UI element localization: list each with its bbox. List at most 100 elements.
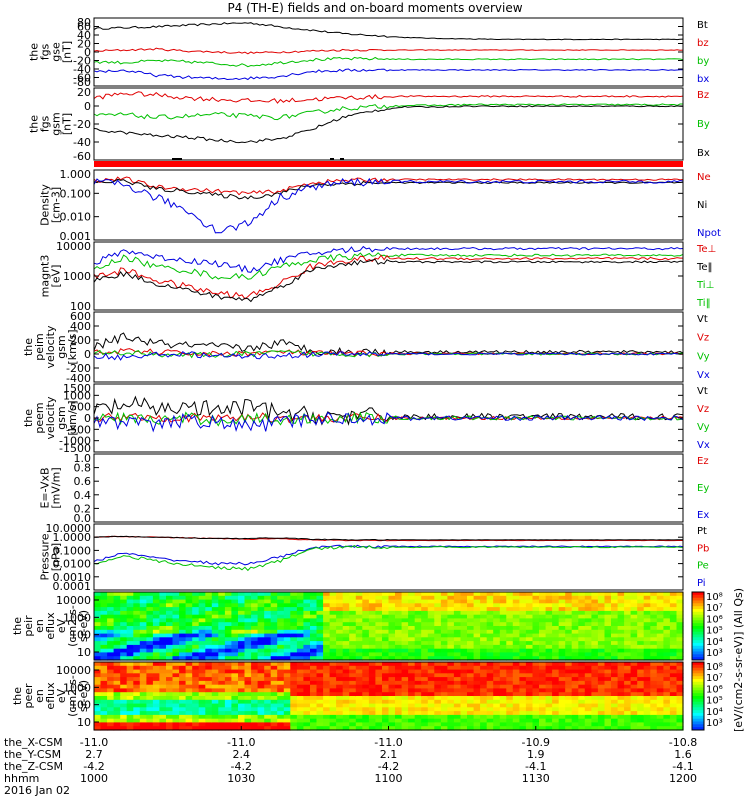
spectrogram-cell [637, 677, 645, 682]
spectrogram-cell [578, 607, 586, 612]
spectrogram-cell [329, 626, 337, 631]
y-tick-label: 100 [70, 300, 91, 313]
spectrogram-cell [558, 722, 566, 727]
spectrogram-cell [94, 703, 102, 708]
spectrogram-cell [643, 644, 651, 650]
spectrogram-cell [669, 595, 677, 601]
spectrogram-cell [624, 599, 632, 604]
spectrogram-cell [316, 703, 324, 708]
spectrogram-cell [283, 629, 291, 635]
colorbar-label: [eV/(cm2-s-sr-eV)] (All Qs) [732, 588, 745, 732]
spectrogram-cell [408, 703, 416, 708]
spectrogram-cell [539, 692, 547, 697]
spectrogram-cell [552, 669, 560, 674]
spectrogram-cell [126, 652, 134, 657]
spectrogram-cell [146, 603, 154, 608]
spectrogram-cell [545, 703, 553, 708]
spectrogram-cell [637, 665, 645, 671]
spectrogram-cell [146, 707, 154, 712]
y-axis-label-line: E=-VxB [39, 467, 52, 508]
spectrogram-cell [146, 629, 154, 635]
spectrogram-cell [251, 614, 259, 620]
spectrogram-cell [349, 610, 357, 616]
spectrogram-cell [152, 629, 160, 635]
spectrogram-cell [362, 592, 370, 597]
y-axis-label-line: peir [22, 615, 35, 637]
spectrogram-cell [434, 662, 442, 667]
spectrogram-cell [251, 684, 259, 690]
spectrogram-cell [100, 610, 108, 616]
spectrogram-cell [166, 626, 174, 631]
spectrogram-cell [126, 696, 134, 701]
spectrogram-cell [152, 595, 160, 601]
spectrogram-cell [238, 677, 246, 682]
spectrogram-cell [329, 669, 337, 674]
spectrogram-cell [669, 648, 677, 654]
spectrogram-cell [107, 718, 115, 724]
spectrogram-cell [480, 610, 488, 616]
spectrogram-cell [643, 662, 651, 667]
x-tick-label: 1100 [375, 772, 403, 785]
spectrogram-cell [264, 648, 272, 654]
spectrogram-cell [499, 618, 507, 623]
spectrogram-cell [113, 696, 121, 701]
spectrogram-cell [342, 599, 350, 604]
spectrogram-cell [467, 665, 475, 671]
spectrogram-cell [597, 626, 605, 631]
spectrogram-cell [571, 622, 579, 627]
spectrogram-cell [669, 696, 677, 701]
spectrogram-cell [375, 703, 383, 708]
spectrogram-cell [656, 665, 664, 671]
spectrogram-cell [368, 688, 376, 693]
spectrogram-cell [94, 595, 102, 601]
spectrogram-cell [139, 714, 147, 720]
spectrogram-cell [637, 641, 645, 646]
spectrogram-cell [342, 703, 350, 708]
spectrogram-cell [512, 673, 520, 678]
spectrogram-cell [571, 707, 579, 712]
spectrogram-cell [650, 626, 658, 631]
series-line [93, 103, 683, 121]
spectrogram-cell [604, 656, 612, 661]
spectrogram-cell [624, 607, 632, 612]
spectrogram-cell [434, 696, 442, 701]
spectrogram-cell [152, 622, 160, 627]
spectrogram-cell [100, 662, 108, 667]
spectrogram-cell [296, 618, 304, 623]
spectrogram-cell [473, 699, 481, 705]
spectrogram-cell [349, 662, 357, 667]
spectrogram-cell [159, 665, 167, 671]
spectrogram-cell [545, 595, 553, 601]
x-tick-label: -4.1 [525, 760, 546, 773]
spectrogram-cell [107, 629, 115, 635]
spectrogram-cell [316, 641, 324, 646]
spectrogram-cell [571, 592, 579, 597]
spectrogram-cell [283, 656, 291, 661]
spectrogram-cell [584, 662, 592, 667]
spectrogram-cell [211, 648, 219, 654]
spectrogram-cell [663, 703, 671, 708]
spectrogram-cell [480, 637, 488, 642]
spectrogram-cell [133, 677, 141, 682]
spectrogram-cell [323, 703, 331, 708]
spectrogram-cell [591, 603, 599, 608]
spectrogram-cell [368, 592, 376, 597]
spectrogram-cell [146, 614, 154, 620]
spectrogram-cell [270, 707, 278, 712]
spectrogram-cell [310, 726, 318, 731]
spectrogram-cell [493, 692, 501, 697]
spectrogram-cell [493, 610, 501, 616]
spectrogram-cell [310, 644, 318, 650]
spectrogram-cell [512, 629, 520, 635]
spectrogram-cell [643, 626, 651, 631]
spectrogram-cell [565, 592, 573, 597]
spectrogram-cell [388, 718, 396, 724]
spectrogram-cell [571, 711, 579, 716]
spectrogram-cell [467, 680, 475, 686]
spectrogram-cell [467, 677, 475, 682]
spectrogram-cell [473, 603, 481, 608]
spectrogram-cell [597, 684, 605, 690]
spectrogram-cell [467, 703, 475, 708]
spectrogram-cell [159, 718, 167, 724]
spectrogram-cell [499, 599, 507, 604]
